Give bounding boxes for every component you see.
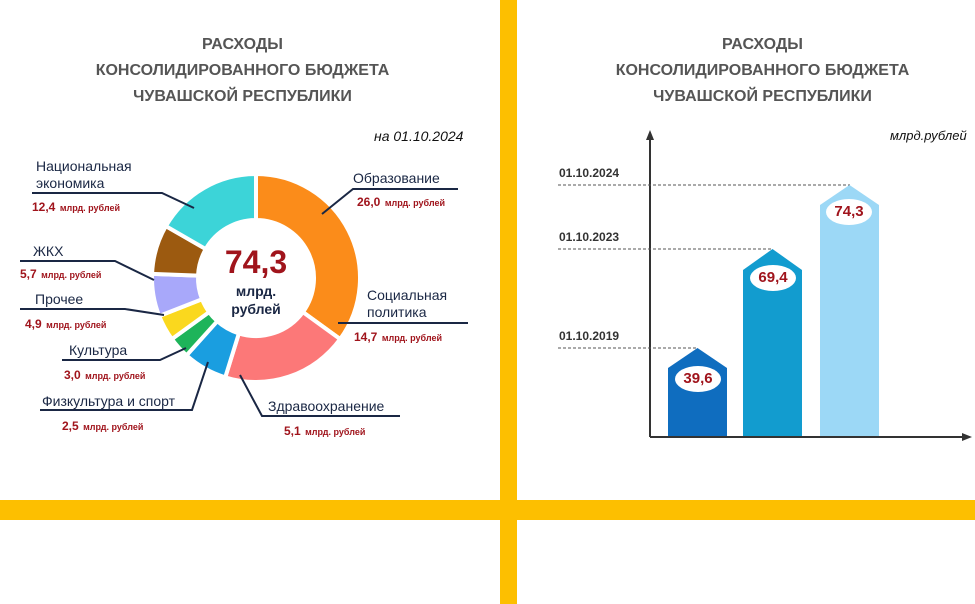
- value-number: 14,7: [354, 330, 378, 344]
- title-line-3: ЧУВАШСКОЙ РЕСПУБЛИКИ: [133, 88, 352, 105]
- donut-segment: [254, 171, 362, 342]
- value-unit: млрд. рублей: [85, 371, 146, 381]
- panel-divider-vertical: [500, 0, 517, 604]
- donut-chart: [150, 171, 362, 384]
- value-housing: 5,7 млрд. рублей: [20, 265, 101, 283]
- report-date: на 01.10.2024: [374, 128, 464, 144]
- donut-total-unit: млрд. рублей: [206, 282, 306, 318]
- value-number: 12,4: [32, 200, 56, 214]
- right-chart-title: РАСХОДЫ КОНСОЛИДИРОВАННОГО БЮДЖЕТА ЧУВАШ…: [560, 32, 965, 110]
- title-line-3: ЧУВАШСКОЙ РЕСПУБЛИКИ: [653, 88, 872, 105]
- value-national-economy: 12,4 млрд. рублей: [32, 198, 120, 216]
- donut-total-value: 74,3: [224, 244, 288, 280]
- value-unit: млрд. рублей: [41, 270, 102, 280]
- y-axis-unit-label: млрд.рублей: [890, 128, 967, 143]
- value-number: 4,9: [25, 317, 42, 331]
- value-sport: 2,5 млрд. рублей: [62, 417, 143, 435]
- label-line-2: политика: [367, 304, 427, 320]
- label-line-1: Национальная: [36, 158, 132, 174]
- title-line-1: РАСХОДЫ: [722, 36, 803, 53]
- label-national-economy: Национальная экономика: [36, 158, 132, 192]
- value-unit: млрд. рублей: [305, 427, 366, 437]
- bar-date-2023: 01.10.2023: [559, 230, 620, 244]
- label-line-2: экономика: [36, 175, 105, 191]
- value-number: 5,1: [284, 424, 301, 438]
- bar-value-2019: 39,6: [675, 366, 721, 392]
- value-other: 4,9 млрд. рублей: [25, 315, 106, 333]
- label-line-1: Социальная: [367, 287, 448, 303]
- label-housing: ЖКХ: [33, 243, 64, 259]
- value-unit: млрд. рублей: [384, 198, 446, 208]
- label-sport: Физкультура и спорт: [42, 393, 176, 409]
- value-number: 5,7: [20, 267, 37, 281]
- value-unit: млрд. рублей: [381, 333, 443, 343]
- title-line-1: РАСХОДЫ: [202, 36, 283, 53]
- value-number: 2,5: [62, 419, 79, 433]
- title-line-2: КОНСОЛИДИРОВАННОГО БЮДЖЕТА: [615, 62, 910, 79]
- label-other: Прочее: [35, 291, 84, 307]
- label-social-policy: Социальная политика: [367, 287, 447, 321]
- value-healthcare: 5,1 млрд. рублей: [284, 422, 365, 440]
- value-social-policy: 14,7 млрд. рублей: [354, 328, 442, 346]
- value-unit: млрд. рублей: [46, 320, 107, 330]
- label-obrazovanie: Образование: [353, 170, 440, 186]
- label-healthcare: Здравоохранение: [268, 398, 385, 414]
- panel-divider-horizontal: [0, 500, 975, 520]
- bar-chart-axes: [646, 130, 972, 441]
- donut-segment: [163, 171, 258, 252]
- value-unit: млрд. рублей: [59, 203, 121, 213]
- bar: [668, 348, 727, 436]
- value-culture: 3,0 млрд. рублей: [64, 366, 145, 384]
- bar: [743, 249, 802, 436]
- value-obrazovanie: 26,0 млрд. рублей: [357, 193, 445, 211]
- value-number: 26,0: [357, 195, 381, 209]
- bar-value-2023: 69,4: [750, 265, 796, 291]
- bar-date-2024: 01.10.2024: [559, 166, 620, 180]
- label-culture: Культура: [69, 342, 128, 358]
- unit-line-1: млрд.: [235, 283, 277, 299]
- bar-value-2024: 74,3: [826, 199, 872, 225]
- value-number: 3,0: [64, 368, 81, 382]
- bar-date-2019: 01.10.2019: [559, 329, 620, 343]
- leader-lines: [20, 188, 468, 417]
- bar: [820, 185, 879, 436]
- unit-line-2: рублей: [231, 301, 281, 317]
- bar-reference-lines: [558, 184, 850, 349]
- title-line-2: КОНСОЛИДИРОВАННОГО БЮДЖЕТА: [95, 62, 390, 79]
- value-unit: млрд. рублей: [83, 422, 144, 432]
- left-chart-title: РАСХОДЫ КОНСОЛИДИРОВАННОГО БЮДЖЕТА ЧУВАШ…: [40, 32, 445, 110]
